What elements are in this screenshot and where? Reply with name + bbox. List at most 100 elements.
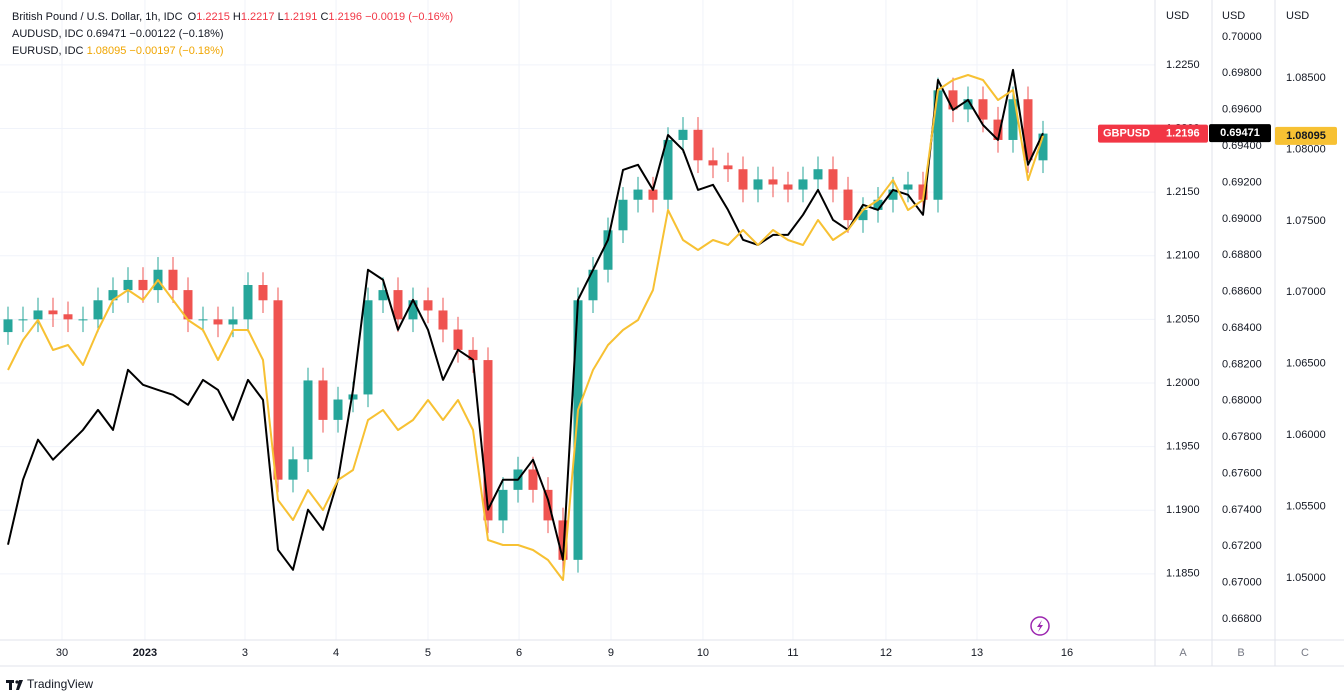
plot-area [3, 68, 1048, 581]
y3-tick-label: 1.08000 [1286, 143, 1326, 155]
y2-tick-label: 0.68000 [1222, 395, 1262, 407]
y2-tick-label: 0.67000 [1222, 577, 1262, 589]
y-unit: USD [1166, 10, 1189, 22]
price-tag-symbol: GBPUSD [1103, 128, 1150, 140]
y3-tick-label: 1.08500 [1286, 72, 1326, 84]
candle-body [123, 279, 133, 291]
candle-body [558, 520, 568, 560]
legend-change: −0.00122 (−0.18%) [129, 28, 223, 40]
x-tick-label: 30 [56, 647, 68, 659]
x-tick-label: 13 [971, 647, 983, 659]
candle-body [813, 169, 823, 180]
x-tick-label: 6 [516, 647, 522, 659]
candle-body [723, 165, 733, 170]
y-tick-label: 1.2250 [1166, 59, 1200, 71]
y-tick-label: 1.1950 [1166, 441, 1200, 453]
x-tick-label: 9 [608, 647, 614, 659]
legend-value: 1.2215 [196, 11, 230, 23]
price-tag-value: 1.08095 [1286, 130, 1326, 142]
candle-body [573, 300, 583, 560]
candle-body [543, 489, 553, 521]
candle-body [1008, 99, 1018, 140]
candle-body [918, 184, 928, 200]
candle-body [858, 209, 868, 221]
candle-body [318, 380, 328, 420]
y-tick-label: 1.2150 [1166, 186, 1200, 198]
candle-body [378, 290, 388, 301]
candle-body [483, 360, 493, 521]
scale-button[interactable]: C [1301, 647, 1309, 659]
candle-body [603, 230, 613, 270]
y3-unit: USD [1286, 10, 1309, 22]
legend-key: C [320, 11, 328, 23]
candle-body [1023, 99, 1033, 161]
y2-tick-label: 0.67600 [1222, 467, 1262, 479]
candle-body [783, 184, 793, 190]
candle-body [243, 285, 253, 320]
y2-tick-label: 0.68800 [1222, 249, 1262, 261]
legend-value: 1.2196 [328, 11, 362, 23]
legend-eur: EURUSD, IDC 1.08095 −0.00197 (−0.18%) [12, 45, 224, 57]
scale-button[interactable]: B [1237, 647, 1244, 659]
y-tick-label: 1.1900 [1166, 504, 1200, 516]
y2-tick-label: 0.68200 [1222, 358, 1262, 370]
price-tag [1275, 126, 1337, 145]
candle-body [183, 290, 193, 320]
candle-body [528, 469, 538, 490]
candle-body [423, 300, 433, 311]
legend-value: 1.2191 [284, 11, 318, 23]
candle-body [768, 179, 778, 185]
candle-body [453, 329, 463, 350]
alert-icon[interactable] [1030, 616, 1050, 636]
candle-body [948, 90, 958, 110]
price-tag-value: 0.69471 [1220, 127, 1260, 139]
legend-value: 0.69471 [87, 28, 127, 40]
x-tick-label: 4 [333, 647, 339, 659]
candle-body [63, 314, 73, 320]
candle-body [468, 349, 478, 361]
y-tick-label: 1.1850 [1166, 568, 1200, 580]
candle-body [168, 269, 178, 291]
legend-change: −0.0019 (−0.16%) [365, 11, 453, 23]
candle-body [1038, 133, 1048, 161]
candle-body [678, 129, 688, 140]
series-line [7, 68, 1044, 571]
axes: 30 2023 3 4 5 6 9 10 11 12 13 16 1.1850 1.1900 1.1950 1… [56, 31, 1326, 659]
legend-series-name: EURUSD, IDC [12, 45, 84, 57]
candle-body [933, 90, 943, 200]
candle-body [258, 285, 268, 301]
candle-body [333, 399, 343, 420]
candle-body [498, 489, 508, 521]
footer-brand: TradingView [27, 677, 93, 691]
y2-tick-label: 0.68600 [1222, 286, 1262, 298]
y2-tick-label: 0.67400 [1222, 504, 1262, 516]
candle-body [393, 290, 403, 320]
candle-body [438, 310, 448, 330]
candle-body [663, 139, 673, 200]
y3-tick-label: 1.07000 [1286, 286, 1326, 298]
candle-body [873, 199, 883, 210]
y2-unit: USD [1222, 10, 1245, 22]
candle-body [3, 319, 13, 333]
y2-tick-label: 0.67200 [1222, 540, 1262, 552]
price-tags: GBPUSD 1.2196 0.69471 1.08095 [1098, 124, 1337, 145]
candle-body [753, 179, 763, 190]
candle-body [78, 319, 88, 321]
x-tick-label: 3 [242, 647, 248, 659]
candle-body [348, 394, 358, 400]
legend-main: British Pound / U.S. Dollar, 1h, IDC O1.… [12, 11, 453, 23]
candle-body [273, 300, 283, 480]
legend-key: O [188, 11, 197, 23]
candle-body [93, 300, 103, 320]
legend-value: 1.2217 [241, 11, 275, 23]
candle-body [903, 184, 913, 190]
candle-body [138, 279, 148, 291]
candle-body [888, 189, 898, 200]
y-tick-label: 1.2050 [1166, 313, 1200, 325]
scale-button[interactable]: A [1179, 647, 1187, 659]
legend-series-name: AUDUSD, IDC [12, 28, 84, 40]
legend-title: British Pound / U.S. Dollar, 1h, IDC [12, 11, 183, 23]
candle-body [633, 189, 643, 200]
x-tick-label: 10 [697, 647, 709, 659]
legend-change: −0.00197 (−0.18%) [129, 45, 223, 57]
